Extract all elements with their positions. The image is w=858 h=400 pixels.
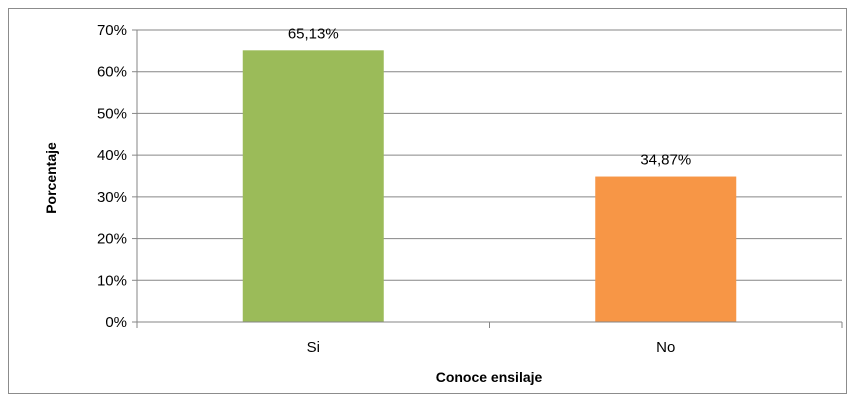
x-tick-label: Si [307,339,320,356]
y-tick-label: 0% [105,314,127,331]
x-axis: Si No [136,30,843,356]
y-tick-label: 20% [97,231,127,248]
x-axis-title: Conoce ensilaje [436,369,543,385]
y-axis-ticks: 0% 10% 20% 30% 40% 50% 60% 70% [97,22,137,331]
data-label: 65,13% [288,25,339,42]
y-tick-label: 60% [97,64,127,81]
x-tick-label: No [656,339,675,356]
y-tick-label: 40% [97,147,127,164]
y-tick-label: 70% [97,22,127,39]
y-tick-label: 50% [97,105,127,122]
data-labels: 65,13% 34,87% [288,25,691,168]
data-label: 34,87% [640,152,691,169]
y-tick-label: 30% [97,189,127,206]
bars [242,50,737,323]
bar-si [242,50,384,323]
y-tick-label: 10% [97,272,127,289]
bar-no [595,176,737,322]
y-axis-title: Porcentaje [43,142,59,214]
